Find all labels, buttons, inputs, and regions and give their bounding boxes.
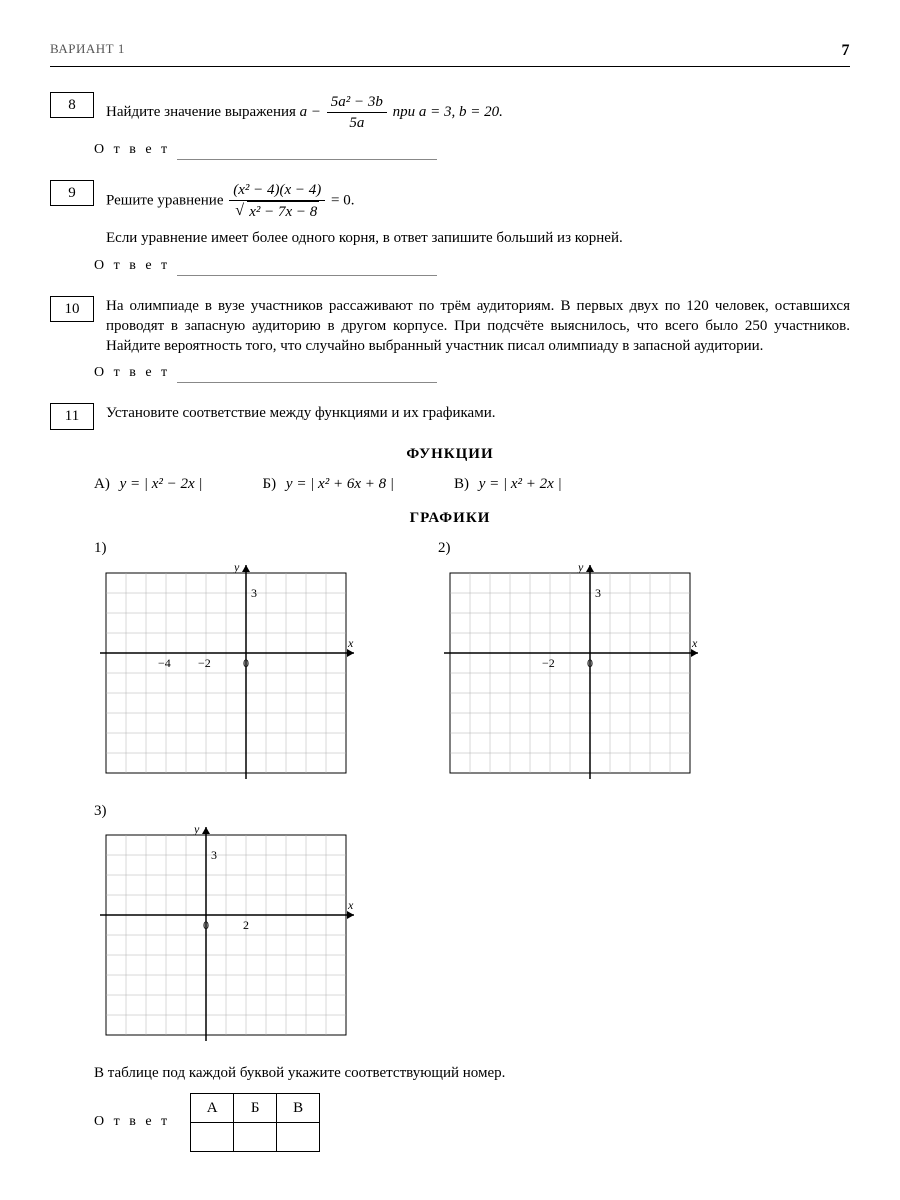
problem-10: 10 На олимпиаде в вузе участников рассаж… (50, 296, 850, 357)
svg-text:y: y (577, 561, 584, 574)
problem-8: 8 Найдите значение выражения a − 5a² − 3… (50, 92, 850, 134)
problem-body: Установите соответствие между функциями … (106, 403, 850, 423)
svg-text:2: 2 (243, 918, 249, 932)
svg-text:3: 3 (211, 848, 217, 862)
problem-body: На олимпиаде в вузе участников рассажива… (106, 296, 850, 357)
svg-text:y: y (193, 823, 200, 836)
graphs-heading: ГРАФИКИ (50, 508, 850, 528)
graph-svg: y x 3 0 2 (94, 823, 358, 1047)
problem-number: 11 (50, 403, 94, 429)
radicand: x² − 7x − 8 (247, 201, 319, 222)
problem-body: Решите уравнение (x² − 4)(x − 4) x² − 7x… (106, 180, 850, 249)
function-a: А) y = | x² − 2x | (94, 474, 203, 494)
answer-label: О т в е т (94, 142, 170, 157)
answer-blank[interactable] (177, 275, 437, 276)
answer-label: О т в е т (94, 258, 170, 273)
functions-list: А) y = | x² − 2x | Б) y = | x² + 6x + 8 … (94, 474, 850, 494)
graph-svg: y x 3 −2 0 (438, 561, 702, 785)
numerator: (x² − 4)(x − 4) (229, 180, 325, 200)
table-caption: В таблице под каждой буквой укажите соот… (94, 1063, 850, 1083)
answer-table-wrap: О т в е т А Б В (94, 1093, 850, 1152)
th-a: А (191, 1094, 234, 1123)
th-c: В (277, 1094, 320, 1123)
problem-number: 8 (50, 92, 94, 118)
ans-cell-a[interactable] (191, 1123, 234, 1152)
svg-text:0: 0 (587, 656, 593, 670)
fraction: (x² − 4)(x − 4) x² − 7x − 8 (229, 180, 325, 223)
problem-11: 11 Установите соответствие между функция… (50, 403, 850, 429)
svg-text:y: y (233, 561, 240, 574)
denominator: 5a (327, 112, 387, 133)
text: Решите уравнение (106, 193, 227, 209)
text: Если уравнение имеет более одного корня,… (106, 228, 850, 248)
graph-row-1: 1) y x 3 −4 −2 0 2) y x 3 −2 0 (94, 538, 850, 784)
ans-cell-c[interactable] (277, 1123, 320, 1152)
svg-text:−2: −2 (198, 656, 211, 670)
ans-cell-b[interactable] (234, 1123, 277, 1152)
graph-label: 3) (94, 801, 358, 821)
graph-svg: y x 3 −4 −2 0 (94, 561, 358, 785)
svg-text:−2: −2 (542, 656, 555, 670)
graph-label: 2) (438, 538, 702, 558)
graph-2: 2) y x 3 −2 0 (438, 538, 702, 784)
answer-blank[interactable] (177, 159, 437, 160)
svg-text:0: 0 (243, 656, 249, 670)
problem-number: 10 (50, 296, 94, 322)
fraction: 5a² − 3b 5a (327, 92, 387, 134)
function-c: В) y = | x² + 2x | (454, 474, 562, 494)
answer-line: О т в е т (94, 141, 850, 160)
problem-number: 9 (50, 180, 94, 206)
denominator: x² − 7x − 8 (229, 200, 325, 222)
graph-3: 3) y x 3 0 2 (94, 801, 358, 1047)
svg-text:x: x (347, 898, 354, 912)
answer-table: А Б В (190, 1093, 320, 1152)
page-header: ВАРИАНТ 1 7 (50, 40, 850, 67)
numerator: 5a² − 3b (327, 92, 387, 112)
answer-label: О т в е т (94, 365, 170, 380)
svg-text:3: 3 (251, 586, 257, 600)
function-b: Б) y = | x² + 6x + 8 | (263, 474, 394, 494)
answer-line: О т в е т (94, 257, 850, 276)
answer-label: О т в е т (94, 1113, 170, 1132)
svg-text:0: 0 (203, 918, 209, 932)
functions-heading: ФУНКЦИИ (50, 444, 850, 464)
svg-text:−4: −4 (158, 656, 171, 670)
graph-1: 1) y x 3 −4 −2 0 (94, 538, 358, 784)
graph-label: 1) (94, 538, 358, 558)
page-number: 7 (842, 40, 851, 62)
answer-blank[interactable] (177, 382, 437, 383)
problem-9: 9 Решите уравнение (x² − 4)(x − 4) x² − … (50, 180, 850, 249)
svg-text:x: x (691, 636, 698, 650)
text: при a = 3, b = 20. (393, 104, 503, 120)
answer-line: О т в е т (94, 364, 850, 383)
graph-row-2: 3) y x 3 0 2 (94, 801, 850, 1047)
text: = 0. (331, 193, 354, 209)
svg-text:x: x (347, 636, 354, 650)
text: Найдите значение выражения (106, 104, 300, 120)
variant-label: ВАРИАНТ 1 (50, 40, 125, 62)
th-b: Б (234, 1094, 277, 1123)
problem-body: Найдите значение выражения a − 5a² − 3b … (106, 92, 850, 134)
svg-text:3: 3 (595, 586, 601, 600)
